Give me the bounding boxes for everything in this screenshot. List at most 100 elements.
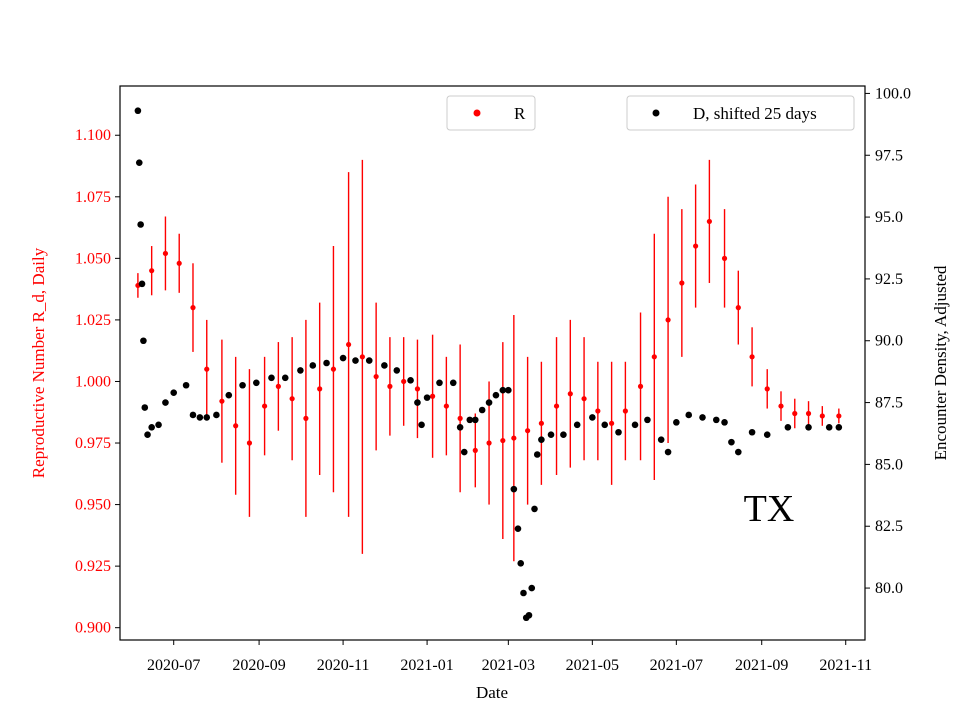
series-d-point xyxy=(466,416,474,424)
x-tick-label: 2021-01 xyxy=(400,657,453,674)
plot-marks xyxy=(134,107,843,622)
series-d-point xyxy=(485,399,493,406)
legend-d-marker xyxy=(652,109,660,117)
series-d-point xyxy=(155,421,162,429)
series-r-point xyxy=(359,354,365,360)
series-d-point xyxy=(449,379,457,387)
x-axis-title: Date xyxy=(476,683,508,702)
series-d-point xyxy=(253,379,260,387)
series-d-point xyxy=(728,438,735,446)
x-tick-label: 2021-11 xyxy=(819,657,872,674)
legend-d: D, shifted 25 days xyxy=(626,95,855,131)
series-d-point xyxy=(478,406,486,414)
series-d-point xyxy=(657,436,665,443)
left-tick-label: 1.075 xyxy=(75,189,111,206)
series-r-point xyxy=(553,403,560,409)
series-r-point xyxy=(303,415,309,421)
series-r-point xyxy=(149,268,155,274)
series-r-point xyxy=(595,408,601,414)
series-r-point xyxy=(162,250,169,257)
plot-frame xyxy=(119,85,866,641)
series-r-point xyxy=(637,383,644,389)
series-r-point xyxy=(693,243,699,249)
right-tick-label: 90.0 xyxy=(875,333,903,350)
left-y-axis: 0.900 0.925 0.950 0.975 1.000 1.025 1.050 1.075… xyxy=(75,127,120,637)
legend-d-box xyxy=(626,95,855,131)
x-tick-label: 2021-05 xyxy=(566,657,619,674)
series-d-point xyxy=(268,374,275,382)
series-d-point xyxy=(510,485,518,493)
series-r-point xyxy=(819,413,825,419)
series-d-point xyxy=(137,221,144,228)
series-r-point xyxy=(190,305,196,311)
x-tick-label: 2021-09 xyxy=(735,657,788,674)
right-tick-label: 95.0 xyxy=(875,209,903,226)
series-r-point xyxy=(401,378,407,385)
series-d-point xyxy=(297,367,304,374)
series-d-point xyxy=(547,431,555,439)
series-d-point xyxy=(339,354,347,362)
chart-annotation: TX xyxy=(744,488,795,530)
series-d-point xyxy=(170,389,178,396)
series-d-point xyxy=(805,424,812,431)
series-r-point xyxy=(581,396,587,402)
series-d-point xyxy=(203,414,211,421)
series-r-point xyxy=(538,420,544,426)
series-d-point xyxy=(505,386,512,394)
legend-d-label: D, shifted 25 days xyxy=(693,104,817,123)
legend-r-box xyxy=(446,95,536,131)
series-d-point xyxy=(531,505,538,513)
series-d-point xyxy=(225,391,233,399)
series-d-point xyxy=(735,448,742,456)
left-tick-label: 1.100 xyxy=(75,127,111,144)
right-tick-label: 92.5 xyxy=(875,271,903,288)
x-tick-label: 2020-07 xyxy=(147,657,200,674)
series-d-point xyxy=(407,377,414,384)
series-d-point xyxy=(141,404,149,411)
series-r-point xyxy=(317,386,323,392)
series-r-point xyxy=(414,386,421,392)
series-d-point xyxy=(182,381,190,389)
series-d-point xyxy=(189,411,197,419)
x-tick-label: 2021-03 xyxy=(482,657,535,674)
series-r-point xyxy=(373,373,379,380)
series-d-points xyxy=(134,107,843,622)
series-r-point xyxy=(176,260,182,266)
series-r-point xyxy=(778,403,784,409)
left-y-axis-title: Reproductive Number R_d, Daily xyxy=(29,247,48,478)
series-r-point xyxy=(246,440,253,446)
x-tick-label: 2021-07 xyxy=(650,657,703,674)
series-r-point xyxy=(706,218,712,225)
series-d-point xyxy=(560,431,567,439)
series-d-point xyxy=(763,431,771,439)
series-d-point xyxy=(499,386,507,394)
left-tick-label: 0.925 xyxy=(75,558,111,575)
left-tick-label: 1.025 xyxy=(75,312,111,329)
series-d-point xyxy=(601,421,609,429)
series-d-point xyxy=(381,362,388,369)
series-d-point xyxy=(162,399,169,406)
series-d-point xyxy=(538,436,545,443)
series-d-point xyxy=(514,525,522,533)
x-axis: 2020-07 2020-09 2020-11 2021-01 2021-03 2021-… xyxy=(147,640,872,674)
series-d-point xyxy=(615,428,622,436)
series-d-point xyxy=(423,394,431,401)
series-d-point xyxy=(525,611,533,619)
series-r-point xyxy=(836,413,842,419)
series-d-point xyxy=(835,424,843,431)
series-r-point xyxy=(764,386,770,392)
series-d-point xyxy=(644,416,651,424)
series-d-point xyxy=(573,421,581,429)
right-tick-label: 85.0 xyxy=(875,456,903,473)
series-r-point xyxy=(429,393,436,399)
series-r-point xyxy=(651,354,657,360)
legend-r-marker xyxy=(473,109,481,117)
right-tick-label: 82.5 xyxy=(875,518,903,535)
series-d-point xyxy=(712,416,720,424)
series-d-point xyxy=(784,424,792,431)
series-r-point xyxy=(330,366,337,372)
series-d-point xyxy=(418,421,425,429)
series-r-point xyxy=(500,437,506,444)
x-tick-label: 2020-11 xyxy=(317,657,370,674)
